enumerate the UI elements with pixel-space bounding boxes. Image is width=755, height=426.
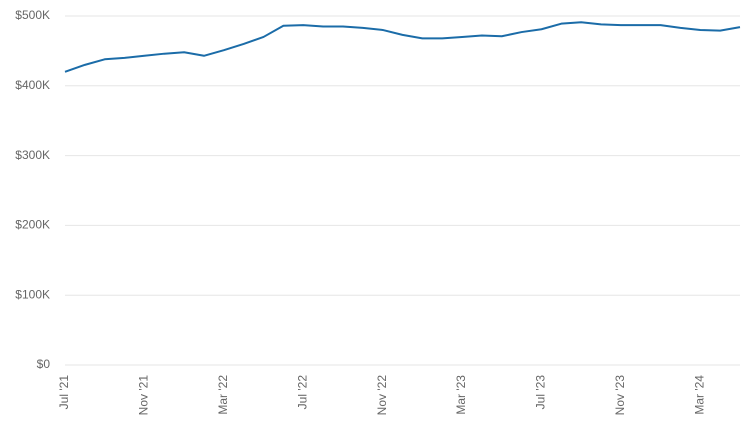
series-line — [64, 21, 741, 73]
x-tick-label: Jul '23 — [534, 375, 548, 410]
y-tick-label: $200K — [15, 218, 50, 232]
y-tick-label: $500K — [15, 8, 50, 22]
y-tick-label: $0 — [37, 357, 51, 371]
x-tick-label: Nov '22 — [375, 375, 389, 416]
y-tick-label: $300K — [15, 148, 50, 162]
y-tick-label: $100K — [15, 287, 50, 301]
x-tick-label: Mar '24 — [692, 375, 706, 415]
x-tick-label: Jul '21 — [57, 375, 71, 410]
x-tick-label: Mar '23 — [454, 375, 468, 415]
x-tick-label: Nov '21 — [137, 375, 151, 416]
x-tick-label: Jul '22 — [295, 375, 309, 410]
y-tick-label: $400K — [15, 78, 50, 92]
x-tick-label: Mar '22 — [216, 375, 230, 415]
x-tick-label: Nov '23 — [613, 375, 627, 416]
